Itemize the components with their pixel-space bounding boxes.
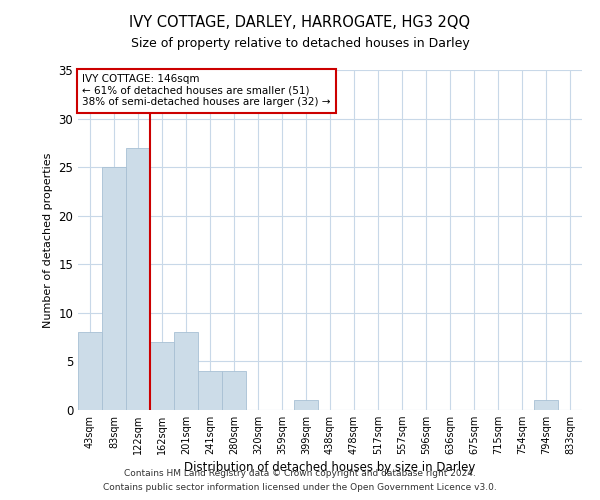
Bar (294, 400, 318, 410)
Text: Contains HM Land Registry data © Crown copyright and database right 2024.: Contains HM Land Registry data © Crown c… (124, 468, 476, 477)
Y-axis label: Number of detached properties: Number of detached properties (43, 152, 53, 328)
Text: IVY COTTAGE, DARLEY, HARROGATE, HG3 2QQ: IVY COTTAGE, DARLEY, HARROGATE, HG3 2QQ (130, 15, 470, 30)
Text: IVY COTTAGE: 146sqm
← 61% of detached houses are smaller (51)
38% of semi-detach: IVY COTTAGE: 146sqm ← 61% of detached ho… (82, 74, 331, 108)
Text: Size of property relative to detached houses in Darley: Size of property relative to detached ho… (131, 38, 469, 51)
Bar (78, 332, 102, 410)
Bar (102, 167, 126, 410)
Bar (198, 371, 222, 410)
Bar (534, 400, 558, 410)
Bar (150, 342, 174, 410)
Text: Contains public sector information licensed under the Open Government Licence v3: Contains public sector information licen… (103, 484, 497, 492)
Bar (174, 332, 198, 410)
Bar (222, 371, 246, 410)
Bar (126, 148, 150, 410)
X-axis label: Distribution of detached houses by size in Darley: Distribution of detached houses by size … (184, 462, 476, 474)
